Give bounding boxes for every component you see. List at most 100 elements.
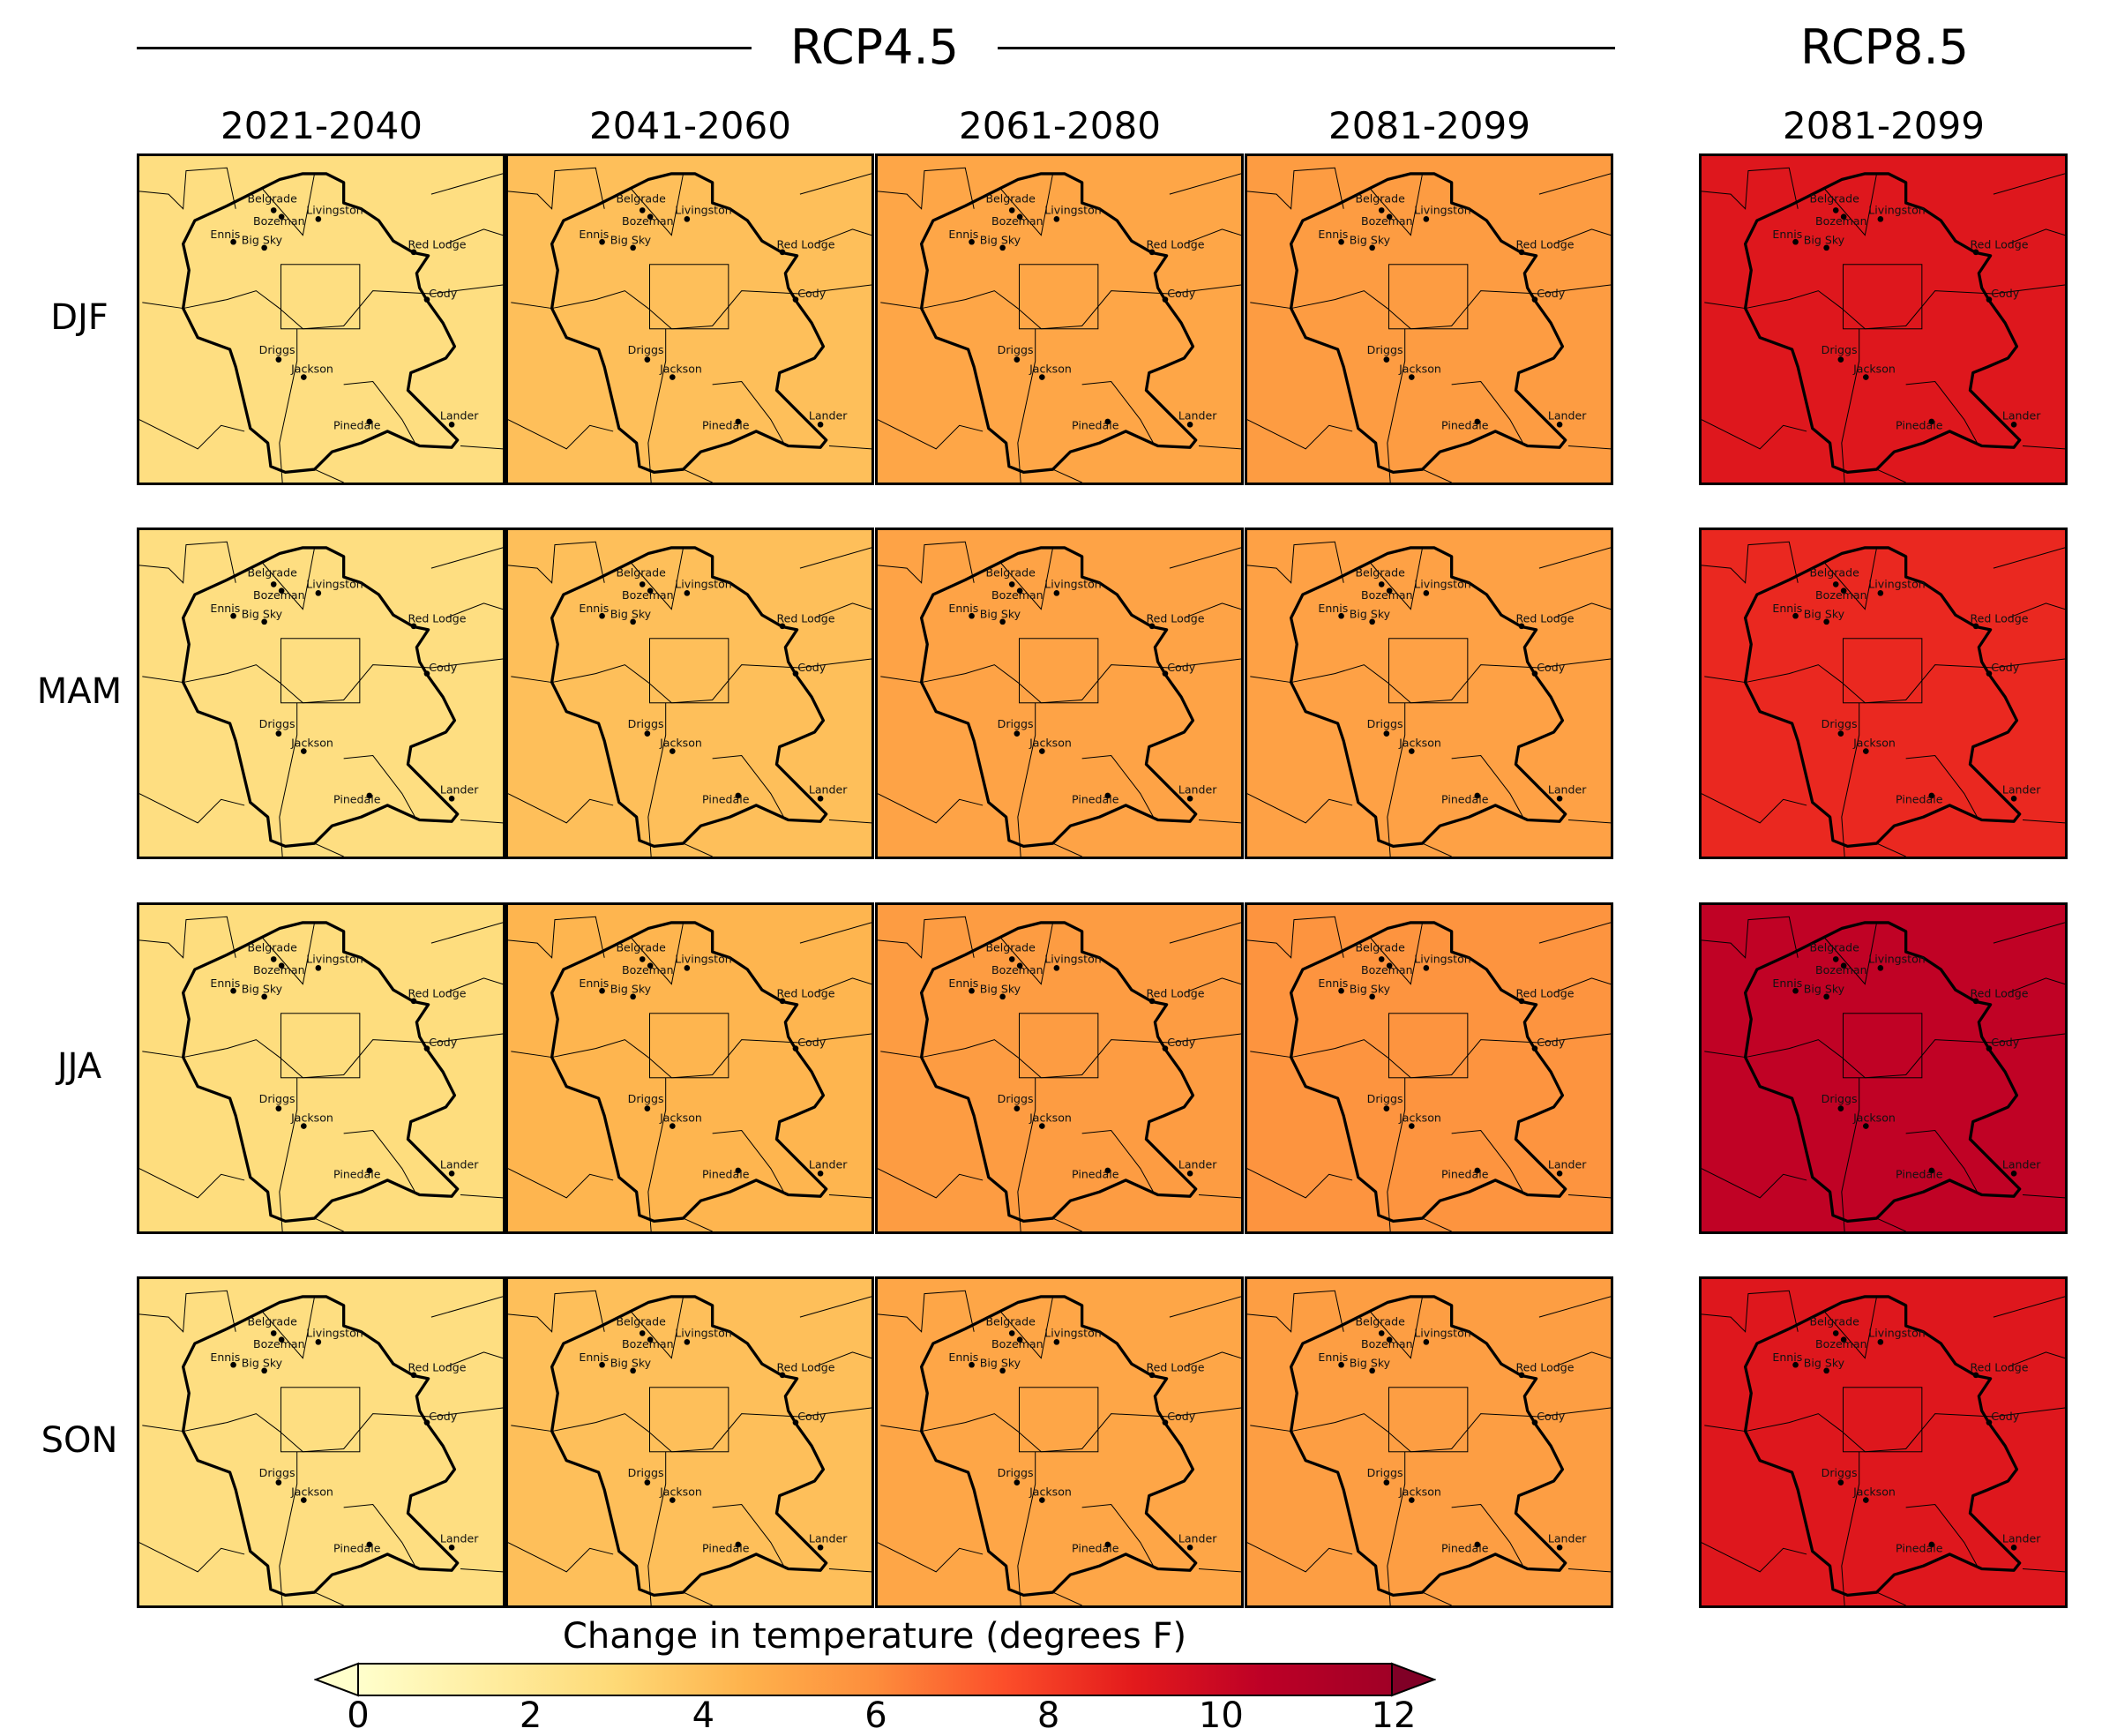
boundary-line (314, 1217, 344, 1231)
city-marker (1423, 590, 1430, 596)
city-label: Lander (2002, 783, 2041, 797)
city-marker (599, 238, 605, 245)
city-marker (1186, 1170, 1193, 1177)
boundary-line (712, 380, 786, 446)
city-marker (315, 1339, 322, 1345)
city-label: Big Sky (242, 983, 283, 996)
boundary-line (712, 1503, 786, 1569)
basin-outline (1743, 172, 2022, 475)
boundary-line (261, 173, 316, 236)
city-marker (366, 418, 373, 425)
city-label: Bozeman (253, 214, 305, 228)
city-label: Jackson (1029, 1485, 1072, 1499)
city-marker (1378, 207, 1385, 213)
city-marker (278, 213, 285, 221)
city-marker (1928, 792, 1935, 799)
city-label: Bozeman (1361, 1337, 1413, 1351)
colorbar-extend-low (314, 1662, 359, 1697)
column-label-2: 2061-2080 (959, 104, 1161, 147)
city-marker (684, 1339, 691, 1345)
city-label: Driggs (1822, 717, 1858, 730)
boundary-line (139, 1542, 245, 1573)
boundary-line (343, 1129, 417, 1195)
city-label: Belgrade (616, 565, 666, 579)
boundary-line (647, 1077, 667, 1231)
city-marker (644, 1105, 651, 1111)
city-label: Jackson (1852, 1111, 1896, 1125)
city-label: Lander (1548, 409, 1587, 423)
city-marker (1369, 993, 1375, 1000)
basin-outline (1743, 921, 2022, 1223)
column-label-1: 2041-2060 (589, 104, 791, 147)
boundary-line (1704, 1033, 2065, 1079)
boundary-line (1198, 1568, 1241, 1573)
city-label: Lander (2002, 1158, 2041, 1171)
city-label: Belgrade (1809, 1314, 1859, 1328)
city-marker (1928, 1541, 1935, 1548)
city-marker (1823, 244, 1829, 251)
boundary-line (1081, 380, 1156, 446)
city-label: Ennis (948, 602, 978, 615)
city-label: Cody (1991, 1410, 2019, 1423)
park-boundary (281, 1013, 361, 1079)
city-marker (1986, 296, 1993, 303)
boundary-line (880, 1033, 1241, 1079)
city-label: Driggs (259, 343, 295, 356)
city-marker (315, 590, 322, 596)
boundary-line (1993, 922, 2065, 944)
boundary-line (508, 167, 605, 210)
city-marker (1369, 618, 1375, 625)
city-label: Belgrade (1809, 940, 1859, 954)
city-marker (1518, 249, 1525, 256)
city-marker (448, 421, 455, 428)
boundary-line (630, 1296, 684, 1359)
city-marker (670, 374, 676, 380)
city-marker (1409, 748, 1415, 754)
city-label: Lander (440, 409, 479, 423)
city-marker (1386, 1336, 1393, 1343)
boundary-line (279, 1451, 298, 1605)
city-label: Livingston (1414, 204, 1470, 217)
boundary-line (880, 658, 1241, 704)
park-boundary (1019, 1387, 1099, 1453)
city-marker (1792, 612, 1799, 619)
map-panel-djf-4: Belgrade Bozeman Livingston Ennis Big Sky Red… (1699, 153, 2068, 485)
city-marker (366, 1541, 373, 1548)
boundary-line (1198, 1194, 1241, 1199)
city-marker (639, 956, 646, 962)
row-label-jja: JJA (56, 1046, 102, 1087)
boundary-line (1387, 328, 1406, 483)
city-label: Pinedale (1441, 418, 1489, 431)
city-label: Cody (429, 287, 457, 300)
city-label: Ennis (1772, 1351, 1802, 1364)
city-label: Livingston (306, 953, 363, 966)
boundary-line (814, 602, 871, 619)
city-marker (2010, 421, 2017, 428)
boundary-line (1567, 445, 1611, 450)
city-marker (410, 623, 417, 630)
city-label: Bozeman (1815, 588, 1867, 602)
city-label: Ennis (948, 976, 978, 990)
boundary-line (1369, 547, 1424, 610)
city-label: Big Sky (1350, 234, 1391, 247)
colorbar-extend-high (1391, 1662, 1436, 1697)
map-panel-jja-1: Belgrade Bozeman Livingston Ennis Big Sky Red… (505, 902, 874, 1234)
map-panel-jja-0: Belgrade Bozeman Livingston Ennis Big Sky Red… (137, 902, 505, 1234)
boundary-line (1841, 1451, 1860, 1605)
city-marker (1148, 249, 1156, 256)
basin-outline (181, 1295, 460, 1598)
city-marker (817, 1544, 824, 1551)
city-label: Red Lodge (1146, 1361, 1204, 1374)
city-marker (1369, 244, 1375, 251)
city-marker (599, 987, 605, 994)
city-marker (1338, 238, 1344, 245)
map-panel-djf-3: Belgrade Bozeman Livingston Ennis Big Sky Red… (1245, 153, 1613, 485)
city-marker (366, 1167, 373, 1174)
boundary-line (508, 541, 605, 584)
city-label: Big Sky (242, 608, 283, 621)
boundary-line (1876, 468, 1906, 483)
column-label-3: 2081-2099 (1328, 104, 1530, 147)
city-marker (735, 1167, 742, 1174)
map-panel-mam-4: Belgrade Bozeman Livingston Ennis Big Sky Red… (1699, 528, 2068, 859)
city-marker (1823, 993, 1829, 1000)
